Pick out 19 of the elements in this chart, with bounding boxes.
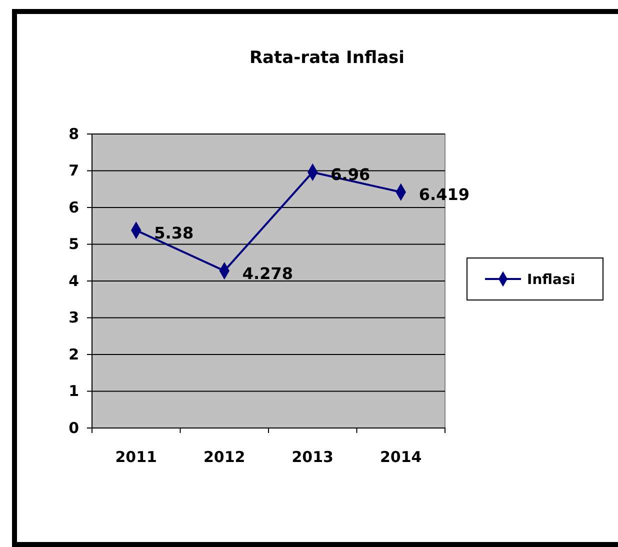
y-tick-label: 5 <box>68 235 79 254</box>
y-tick-label: 6 <box>68 198 79 216</box>
chart-title: Rata-rata Inflasi <box>249 48 405 68</box>
y-tick-label: 3 <box>68 308 79 327</box>
y-tick-label: 0 <box>68 418 79 437</box>
y-tick-label: 4 <box>68 272 79 290</box>
x-tick-label: 2012 <box>204 448 246 466</box>
x-tick-label: 2014 <box>380 448 422 466</box>
legend-label: Inflasi <box>527 272 576 288</box>
data-label: 5.38 <box>154 223 194 242</box>
data-label: 6.419 <box>418 185 470 204</box>
y-tick-label: 7 <box>68 162 79 180</box>
x-tick-label: 2011 <box>115 448 157 466</box>
x-tick-label: 2013 <box>292 448 334 466</box>
y-tick-label: 2 <box>68 345 79 364</box>
y-tick-label: 8 <box>68 124 79 143</box>
data-label: 4.278 <box>242 264 293 283</box>
y-tick-label: 1 <box>68 382 79 400</box>
data-label: 6.96 <box>330 165 370 184</box>
